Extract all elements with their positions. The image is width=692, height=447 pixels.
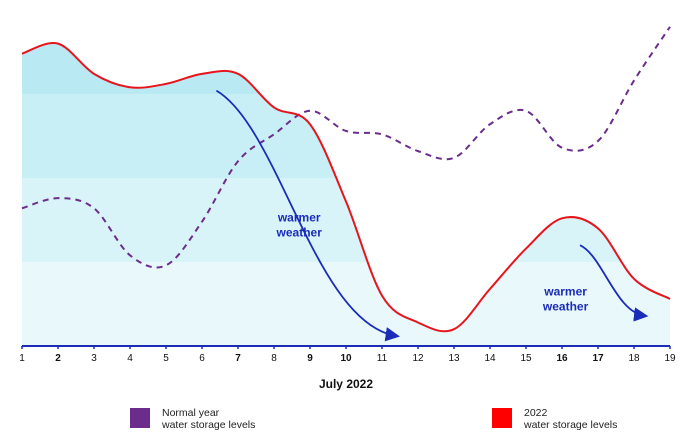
- legend-swatch-normal: [130, 408, 150, 428]
- fill-band: [22, 42, 670, 94]
- x-tick-label: 7: [235, 353, 241, 364]
- x-tick-label: 19: [664, 353, 676, 364]
- legend-label-line1: Normal year: [162, 407, 220, 419]
- x-tick-label: 4: [127, 353, 133, 364]
- fill-band: [22, 178, 670, 262]
- x-tick-label: 11: [377, 353, 388, 364]
- x-tick-label: 15: [520, 353, 532, 364]
- series-line-normal-year: [21, 26, 671, 269]
- x-tick-label: 16: [556, 353, 568, 364]
- annotation-label: warmer weather: [542, 285, 589, 314]
- fill-band: [22, 262, 670, 346]
- x-tick-label: 2: [55, 353, 61, 364]
- annotation-arrow: [215, 89, 400, 342]
- x-tick-label: 17: [592, 353, 604, 364]
- x-tick-label: 1: [19, 353, 25, 364]
- fill-band: [22, 94, 670, 178]
- x-tick-label: 9: [307, 353, 313, 364]
- legend-item-2022: 2022 water storage levels: [492, 407, 617, 431]
- x-tick-label: 10: [340, 353, 352, 364]
- legend-label-line2: water storage levels: [524, 419, 618, 431]
- legend-label-line2: water storage levels: [162, 419, 256, 431]
- annotation-arrow: [579, 244, 649, 322]
- series-line-2022: [21, 42, 671, 333]
- x-tick-label: 5: [163, 353, 169, 364]
- x-tick-label: 13: [448, 353, 460, 364]
- x-tick-label: 3: [91, 353, 97, 364]
- x-tick-label: 14: [484, 353, 496, 364]
- x-tick-label: 12: [412, 353, 424, 364]
- x-tick-label: 18: [628, 353, 640, 364]
- x-tick-label: 6: [199, 353, 205, 364]
- legend-swatch-2022: [492, 408, 512, 428]
- annotation-label: warmer weather: [276, 211, 323, 240]
- x-tick-label: 8: [271, 353, 277, 364]
- x-axis-label: July 2022: [319, 377, 373, 391]
- legend-label-line1: 2022: [524, 407, 548, 419]
- legend-item-normal-year: Normal year water storage levels: [130, 407, 255, 431]
